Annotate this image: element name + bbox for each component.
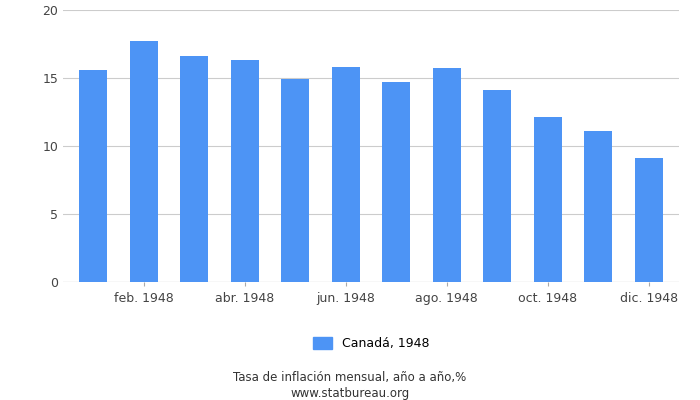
Bar (584, 131, 612, 282)
Bar (231, 60, 259, 282)
Bar (382, 82, 410, 282)
Bar (130, 41, 158, 282)
Bar (281, 79, 309, 282)
Text: www.statbureau.org: www.statbureau.org (290, 388, 410, 400)
Legend: Canadá, 1948: Canadá, 1948 (313, 337, 429, 350)
Bar (332, 67, 360, 282)
Bar (181, 56, 208, 282)
Bar (79, 70, 107, 282)
Bar (635, 158, 663, 282)
Text: Tasa de inflación mensual, año a año,%: Tasa de inflación mensual, año a año,% (233, 372, 467, 384)
Bar (483, 90, 511, 282)
Bar (534, 118, 561, 282)
Bar (433, 68, 461, 282)
